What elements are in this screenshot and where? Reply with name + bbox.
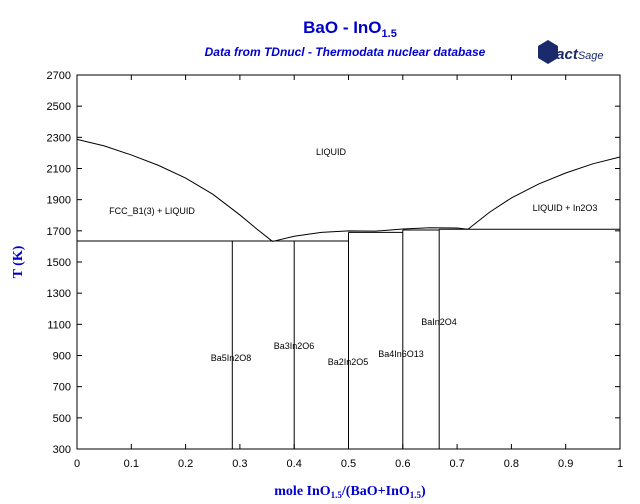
x-tick-label: 0.6 <box>395 458 410 470</box>
x-tick-label: 1 <box>617 458 623 470</box>
region-label: BaIn2O4 <box>421 317 457 327</box>
y-tick-label: 300 <box>53 444 71 456</box>
y-tick-label: 1700 <box>47 226 71 238</box>
x-label-subscript: 1.5 <box>410 490 422 500</box>
title-main: BaO - InO <box>303 18 381 37</box>
x-tick-label: 0.7 <box>449 458 464 470</box>
x-tick-label: 0 <box>74 458 80 470</box>
x-tick-label: 0.1 <box>124 458 139 470</box>
logo-icon <box>538 40 558 64</box>
y-tick-label: 2300 <box>47 132 71 144</box>
x-tick-label: 0.8 <box>504 458 519 470</box>
logo: FactSage <box>538 40 604 64</box>
x-tick-label: 0.9 <box>558 458 573 470</box>
x-label-part: mole InO <box>274 484 331 499</box>
phase-boundary <box>467 156 621 230</box>
region-label: Ba4In6O13 <box>378 349 424 359</box>
phase-boundary <box>76 138 273 242</box>
logo-fact: Fact <box>547 46 579 63</box>
logo-text: FactSage <box>547 46 604 63</box>
y-tick-label: 1500 <box>47 257 71 269</box>
x-label-part: /(BaO+InO <box>341 484 410 499</box>
y-axis-label: T (K) <box>11 245 26 278</box>
region-label: LIQUID + In2O3 <box>533 203 598 213</box>
region-label: Ba3In2O6 <box>274 341 315 351</box>
chart-subtitle: Data from TDnucl - Thermodata nuclear da… <box>205 45 486 59</box>
title-subscript: 1.5 <box>382 28 397 40</box>
x-axis-label: mole InO1.5/(BaO+InO1.5) <box>274 484 426 500</box>
y-tick-label: 2100 <box>47 164 71 176</box>
chart-title: BaO - InO1.5 <box>303 18 397 40</box>
x-tick-label: 0.5 <box>341 458 356 470</box>
region-label: Ba2In2O5 <box>328 357 369 367</box>
y-tick-label: 900 <box>53 351 71 363</box>
x-label-subscript: 1.5 <box>331 490 343 500</box>
region-label: LIQUID <box>316 147 347 157</box>
x-tick-label: 0.3 <box>232 458 247 470</box>
region-label: Ba5In2O8 <box>211 353 252 363</box>
y-tick-label: 2700 <box>47 70 71 82</box>
y-tick-label: 1300 <box>47 288 71 300</box>
x-label-part: ) <box>421 484 426 499</box>
y-tick-label: 2500 <box>47 101 71 113</box>
x-tick-label: 0.2 <box>178 458 193 470</box>
y-tick-label: 700 <box>53 382 71 394</box>
logo-sage: Sage <box>578 50 604 62</box>
phase-boundary <box>272 227 469 242</box>
y-tick-label: 1100 <box>47 319 71 331</box>
region-label: FCC_B1(3) + LIQUID <box>109 206 195 216</box>
y-tick-label: 500 <box>53 413 71 425</box>
y-tick-label: 1900 <box>47 195 71 207</box>
x-tick-label: 0.4 <box>287 458 302 470</box>
